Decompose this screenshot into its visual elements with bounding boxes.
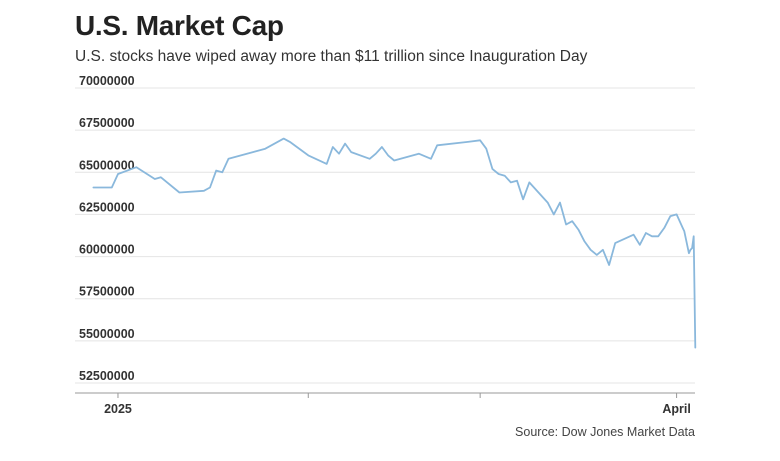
series-line xyxy=(92,137,697,349)
y-tick-label: 67500000 xyxy=(79,116,135,130)
chart-title: U.S. Market Cap xyxy=(75,10,284,41)
y-axis-labels: 70000000 67500000 65000000 62500000 60000000… xyxy=(79,74,135,383)
y-tick-label: 62500000 xyxy=(79,200,135,214)
source-note: Source: Dow Jones Market Data xyxy=(515,425,695,439)
chart-subtitle: U.S. stocks have wiped away more than $1… xyxy=(75,48,588,65)
x-tick-label: 2025 xyxy=(104,402,132,416)
x-tick-label: April xyxy=(662,402,690,416)
x-axis-labels: 2025 April xyxy=(104,402,691,416)
y-tick-label: 52500000 xyxy=(79,369,135,383)
x-axis xyxy=(75,392,695,398)
y-tick-label: 70000000 xyxy=(79,74,135,88)
y-tick-label: 57500000 xyxy=(79,285,135,299)
y-tick-label: 65000000 xyxy=(79,158,135,172)
y-tick-label: 55000000 xyxy=(79,327,135,341)
gridlines xyxy=(75,87,695,384)
series-layer xyxy=(92,137,697,349)
y-tick-label: 60000000 xyxy=(79,243,135,257)
